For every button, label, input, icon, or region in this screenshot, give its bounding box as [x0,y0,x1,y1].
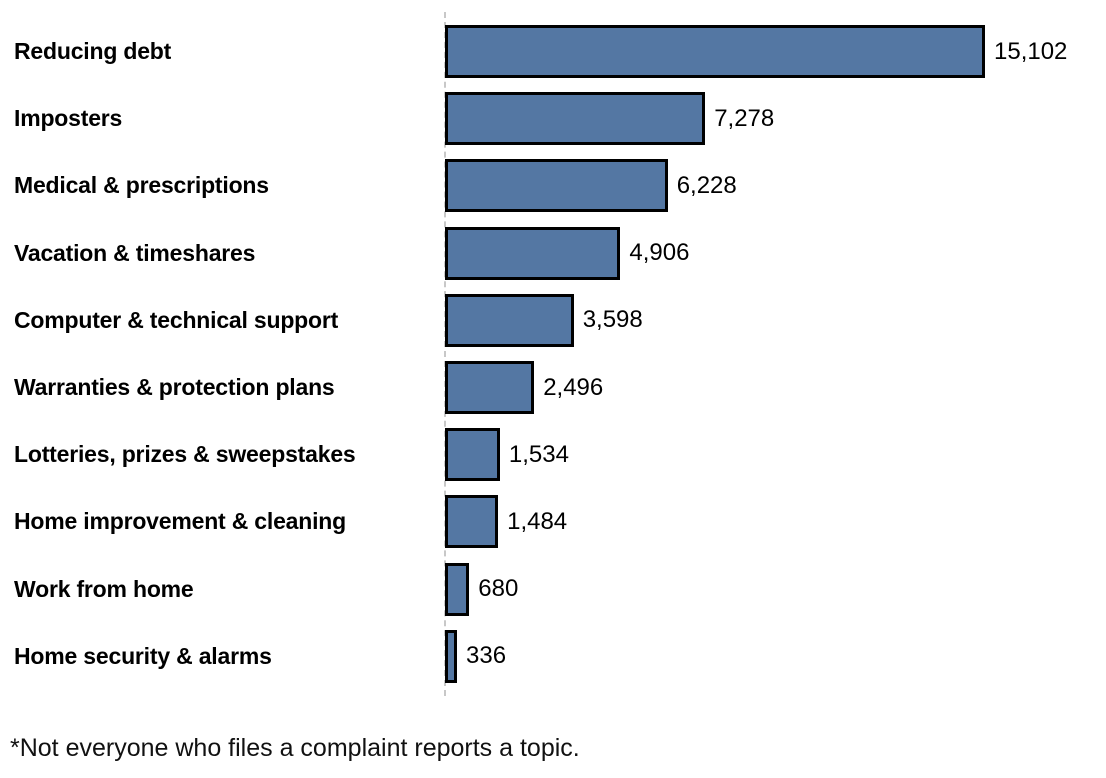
bar [445,25,985,79]
value-label: 4,906 [629,239,690,267]
category-label: Work from home [14,575,194,602]
category-label: Lotteries, prizes & sweepstakes [14,441,356,468]
category-label: Vacation & timeshares [14,239,256,266]
value-label: 1,534 [508,440,569,468]
chart-row: Medical & prescriptions 6,228 [0,152,1106,219]
bar [445,361,535,415]
y-axis-line [444,12,446,696]
category-label: Reducing debt [14,38,172,65]
bar [445,226,621,280]
bar [445,92,706,146]
bar-track: 1,484 [445,488,1106,555]
value-label: 7,278 [714,104,775,132]
category-label: Home security & alarms [14,642,272,669]
value-label: 6,228 [676,171,737,199]
chart-row: Imposters 7,278 [0,85,1106,152]
value-label: 3,598 [582,306,643,334]
chart-footnote: *Not everyone who files a complaint repo… [10,734,580,762]
chart-row: Home security & alarms 336 [0,623,1106,690]
bar-track: 4,906 [445,220,1106,287]
bar-track: 7,278 [445,85,1106,152]
bar-track: 680 [445,556,1106,623]
category-label: Computer & technical support [14,306,339,333]
bar-track: 336 [445,623,1106,690]
chart-row: Computer & technical support 3,598 [0,287,1106,354]
chart-rows: Reducing debt 15,102 Imposters 7,278 Medical… [0,18,1106,690]
category-label: Medical & prescriptions [14,172,269,199]
bar-track: 6,228 [445,152,1106,219]
chart-row: Lotteries, prizes & sweepstakes 1,534 [0,421,1106,488]
bar-track: 2,496 [445,354,1106,421]
value-label: 2,496 [543,373,604,401]
chart-row: Warranties & protection plans 2,496 [0,354,1106,421]
bar-track: 1,534 [445,421,1106,488]
chart-row: Home improvement & cleaning 1,484 [0,488,1106,555]
chart-row: Reducing debt 15,102 [0,18,1106,85]
category-label: Warranties & protection plans [14,374,335,401]
bar [445,562,470,616]
chart-row: Work from home 680 [0,556,1106,623]
bar-track: 15,102 [445,18,1106,85]
value-label: 680 [478,575,519,603]
bar-chart: Reducing debt 15,102 Imposters 7,278 Medical… [0,12,1106,696]
bar [445,428,500,482]
value-label: 336 [466,642,507,670]
value-label: 15,102 [994,37,1068,65]
bar [445,293,574,347]
value-label: 1,484 [507,507,568,535]
bar-track: 3,598 [445,287,1106,354]
category-label: Imposters [14,105,123,132]
bar [445,495,499,549]
category-label: Home improvement & cleaning [14,508,347,535]
chart-row: Vacation & timeshares 4,906 [0,220,1106,287]
bar [445,159,668,213]
bar [445,629,457,683]
